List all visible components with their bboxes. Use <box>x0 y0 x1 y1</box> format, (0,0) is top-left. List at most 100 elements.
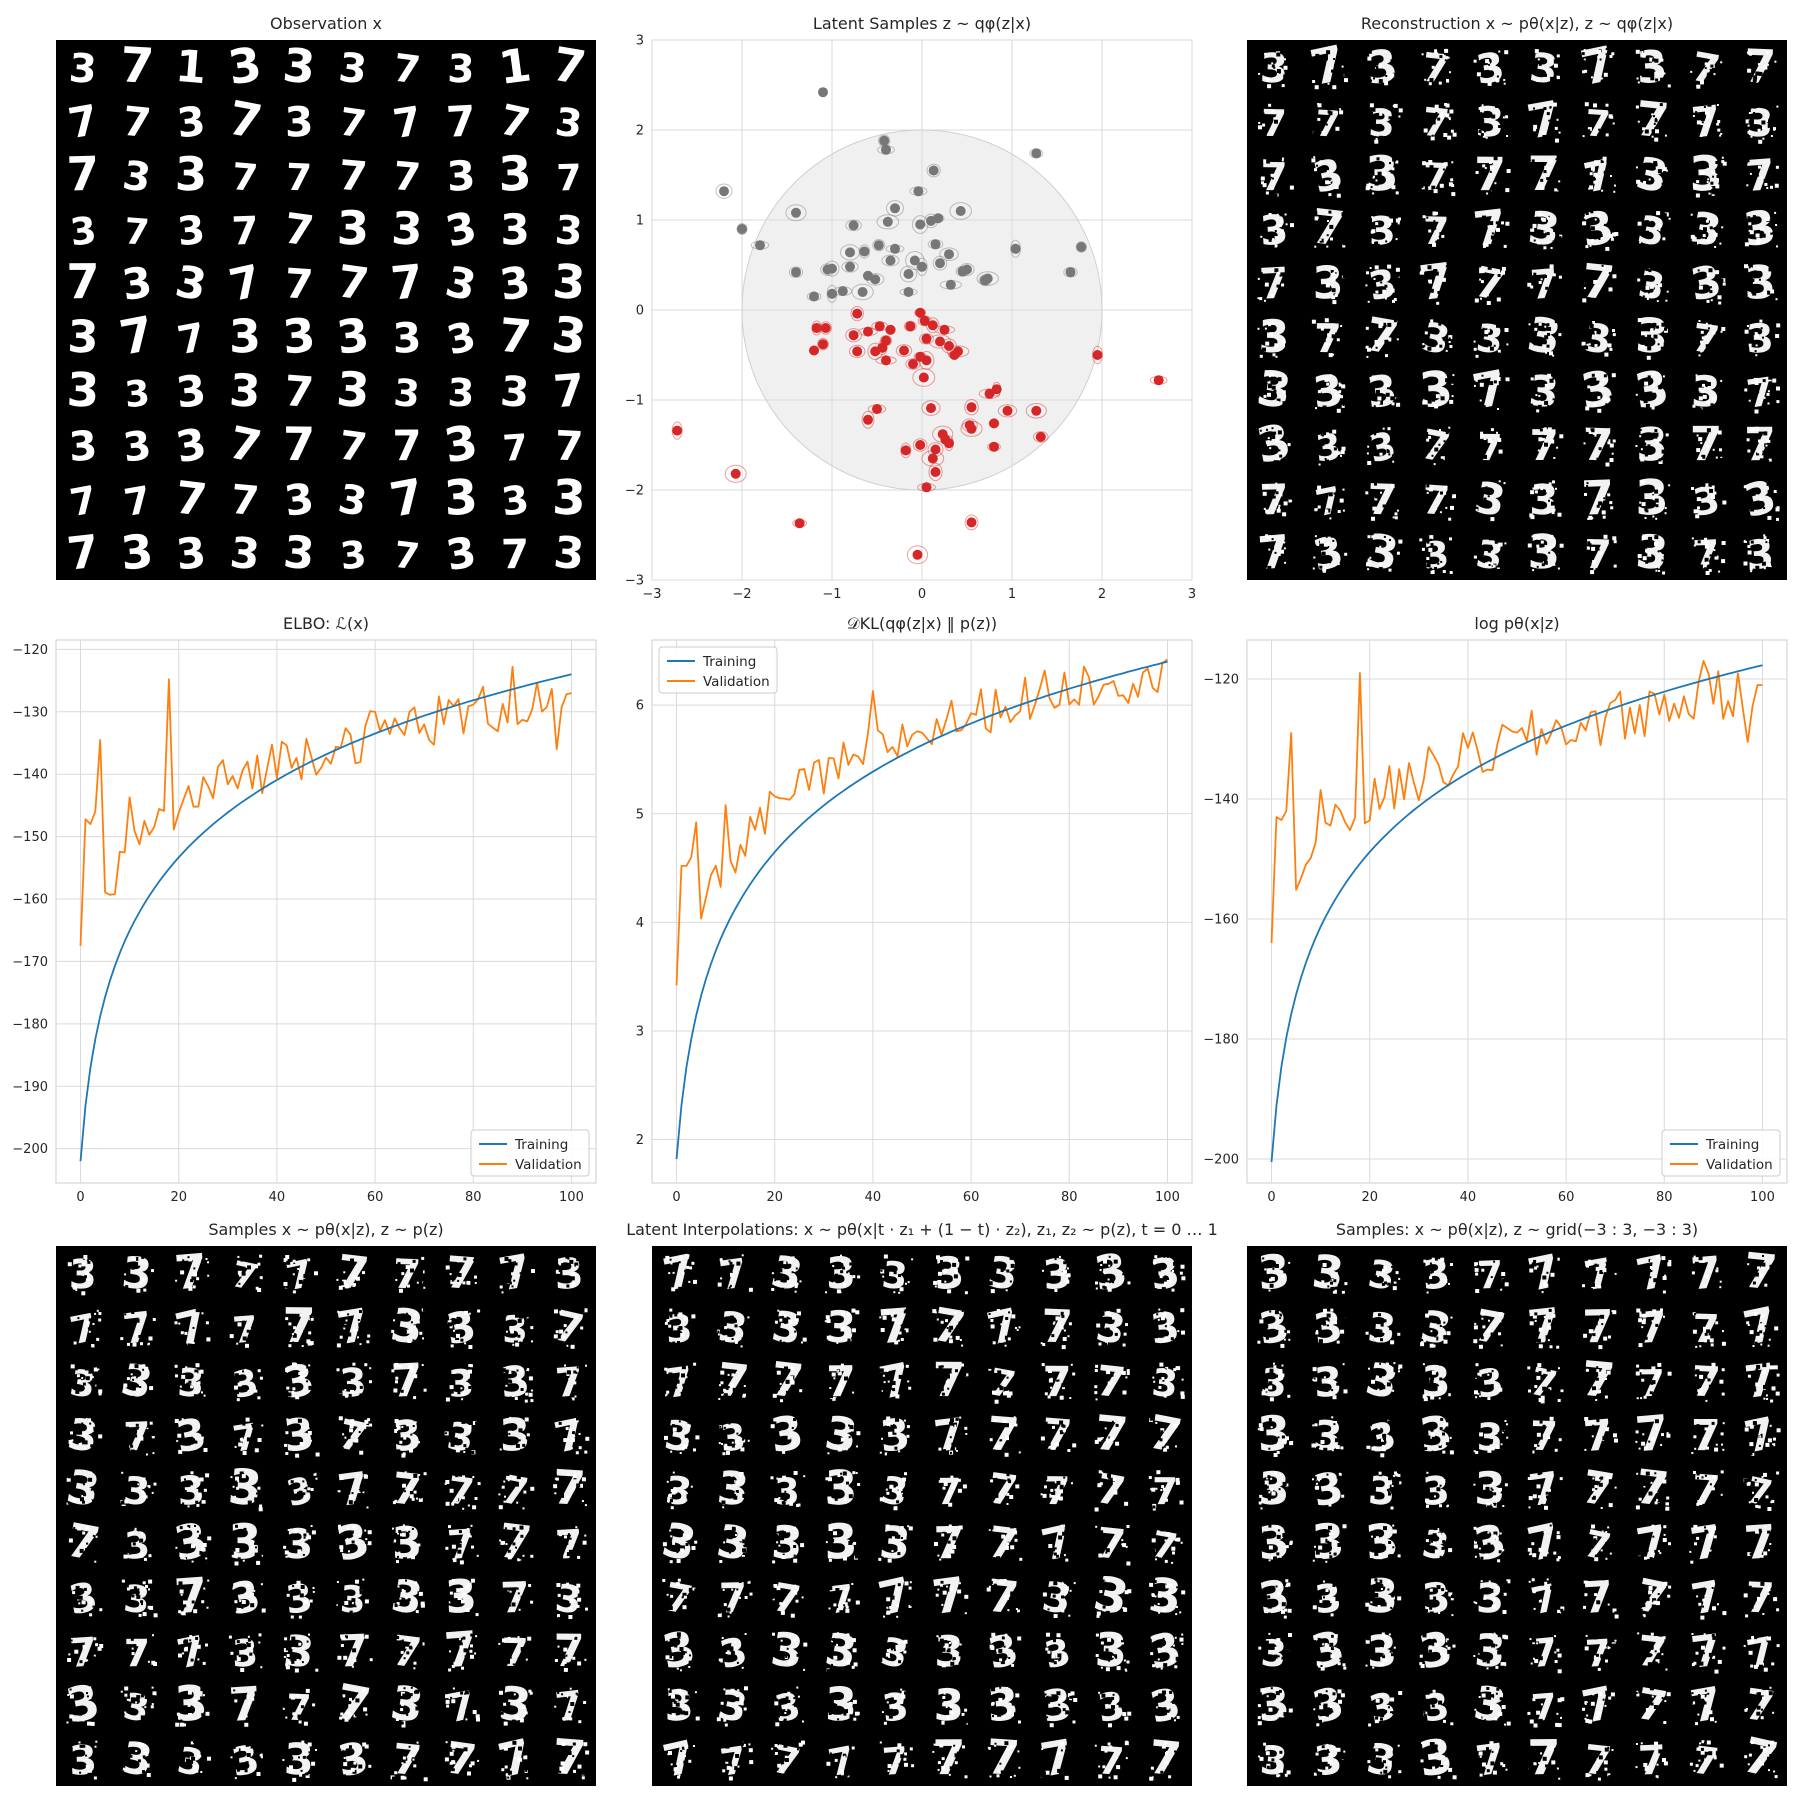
noise-pixel <box>1703 541 1708 545</box>
noise-pixel <box>206 1337 211 1342</box>
noise-pixel <box>1503 441 1508 446</box>
noise-pixel <box>1261 345 1265 349</box>
noise-pixel <box>244 1368 247 1371</box>
noise-pixel <box>1706 63 1710 67</box>
noise-pixel <box>1652 58 1656 62</box>
digit-cell: 3 <box>1310 366 1345 419</box>
noise-pixel <box>1691 537 1694 540</box>
noise-pixel <box>1480 280 1484 284</box>
noise-pixel <box>1714 246 1717 248</box>
noise-pixel <box>83 1255 88 1259</box>
digit-glyph: 7 <box>1308 199 1347 257</box>
digit-glyph: 3 <box>497 147 532 203</box>
noise-pixel <box>416 1497 418 1500</box>
noise-pixel <box>239 1614 244 1619</box>
noise-pixel <box>397 1547 400 1551</box>
noise-pixel <box>1327 333 1331 337</box>
noise-pixel <box>1747 124 1750 127</box>
noise-pixel <box>1546 510 1549 513</box>
noise-pixel <box>467 1533 472 1538</box>
latent-point <box>755 240 765 251</box>
noise-pixel <box>1283 547 1286 550</box>
noise-pixel <box>1371 535 1375 539</box>
noise-pixel <box>1332 353 1334 356</box>
noise-pixel <box>1604 352 1609 357</box>
noise-pixel <box>1776 517 1779 521</box>
noise-pixel <box>1613 540 1617 544</box>
digit-cell: 3 <box>121 1576 158 1622</box>
noise-pixel <box>1583 216 1586 219</box>
noise-pixel <box>145 1429 149 1433</box>
posterior-ellipse <box>845 219 862 232</box>
posterior-ellipse <box>895 344 913 357</box>
noise-pixel <box>1372 375 1377 380</box>
noise-pixel <box>1389 223 1392 226</box>
noise-pixel <box>183 1600 187 1605</box>
latent-point <box>903 269 914 279</box>
digit-cell: 7 <box>553 1625 588 1677</box>
noise-pixel <box>312 1703 316 1707</box>
noise-pixel <box>1334 214 1337 217</box>
noise-pixel <box>1441 277 1446 282</box>
noise-pixel <box>261 1446 265 1450</box>
noise-pixel <box>1423 193 1426 196</box>
noise-pixel <box>1393 450 1398 455</box>
noise-pixel <box>336 1604 339 1607</box>
noise-pixel <box>1275 210 1279 214</box>
noise-pixel <box>1441 328 1445 332</box>
noise-pixel <box>1589 69 1594 74</box>
noise-pixel <box>306 1528 311 1533</box>
noise-pixel <box>1379 452 1383 456</box>
noise-pixel <box>1559 543 1564 548</box>
noise-pixel <box>1317 390 1321 394</box>
noise-pixel <box>186 1382 190 1386</box>
noise-pixel <box>1374 433 1377 436</box>
noise-pixel <box>1267 77 1271 81</box>
noise-pixel <box>503 1344 506 1347</box>
noise-pixel <box>580 1326 584 1330</box>
posterior-ellipse <box>921 450 945 467</box>
y-tick-label: 3 <box>636 1024 644 1039</box>
digit-cell: 3 <box>1363 39 1401 95</box>
noise-pixel <box>206 1315 210 1319</box>
noise-pixel <box>401 1453 406 1458</box>
noise-pixel <box>1259 136 1264 141</box>
noise-pixel <box>285 1255 290 1259</box>
digit-cell: 7 <box>336 99 369 146</box>
noise-pixel <box>1428 279 1432 284</box>
noise-pixel <box>1661 185 1666 190</box>
digit-glyph: 7 <box>388 254 425 311</box>
noise-pixel <box>468 1312 471 1315</box>
noise-pixel <box>231 1691 234 1694</box>
noise-pixel <box>1533 124 1538 129</box>
noise-pixel <box>516 1369 519 1372</box>
noise-pixel <box>67 1658 72 1662</box>
noise-pixel <box>1689 281 1693 285</box>
noise-pixel <box>1662 571 1666 575</box>
noise-pixel <box>144 1557 147 1561</box>
digit-cell: 7 <box>1311 316 1348 362</box>
noise-pixel <box>175 1374 178 1378</box>
noise-pixel <box>203 1712 207 1715</box>
noise-pixel <box>1495 221 1499 225</box>
noise-pixel <box>1426 300 1429 304</box>
noise-pixel <box>1587 517 1590 520</box>
noise-pixel <box>422 1642 425 1645</box>
noise-pixel <box>123 1383 128 1388</box>
noise-pixel <box>1645 268 1649 272</box>
posterior-ellipse <box>928 462 943 482</box>
noise-pixel <box>1496 568 1501 573</box>
noise-pixel <box>1756 80 1759 83</box>
noise-pixel <box>408 1662 412 1666</box>
noise-pixel <box>401 1426 404 1428</box>
digit-glyph: 7 <box>1743 40 1777 94</box>
noise-pixel <box>361 1487 364 1490</box>
noise-pixel <box>457 1260 460 1263</box>
noise-pixel <box>1389 218 1393 223</box>
noise-pixel <box>1422 215 1426 219</box>
digit-cell: 7 <box>1471 199 1510 257</box>
noise-pixel <box>1652 212 1656 215</box>
noise-pixel <box>93 1367 98 1372</box>
noise-pixel <box>1554 319 1559 324</box>
